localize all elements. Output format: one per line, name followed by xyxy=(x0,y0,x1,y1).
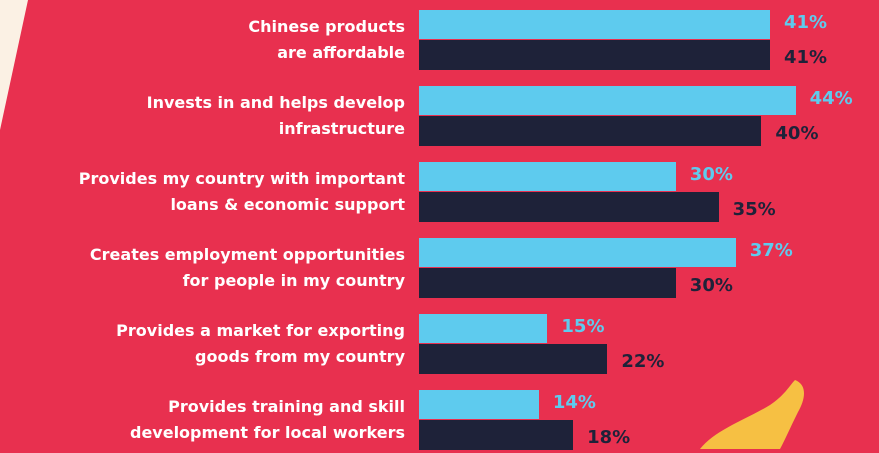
category-label: Chinese products are affordable xyxy=(248,17,405,62)
value-label: 41% xyxy=(783,12,828,33)
bar xyxy=(419,192,719,222)
bar xyxy=(419,40,770,70)
category-label: Creates employment opportunities for peo… xyxy=(89,245,405,290)
category-label: Provides my country with important loans… xyxy=(78,169,405,214)
bar xyxy=(419,162,676,191)
value-label: 41% xyxy=(783,47,828,68)
bar xyxy=(419,10,770,39)
value-label: 14% xyxy=(552,392,596,413)
category-label: Provides a market for exporting goods fr… xyxy=(116,321,405,366)
value-label: 37% xyxy=(749,240,793,261)
value-label: 18% xyxy=(587,427,631,448)
category-label: Provides training and skill development … xyxy=(129,397,405,442)
bar xyxy=(419,86,796,115)
bar xyxy=(419,268,676,298)
value-label: 30% xyxy=(689,164,733,185)
value-label: 35% xyxy=(732,199,776,220)
category-label: Invests in and helps develop infrastruct… xyxy=(146,93,405,138)
yellow-shape xyxy=(700,380,804,449)
value-label: 30% xyxy=(689,275,733,296)
bar xyxy=(419,314,548,343)
bar xyxy=(419,344,608,374)
bar xyxy=(419,420,574,450)
value-label: 40% xyxy=(775,123,819,144)
bar xyxy=(419,116,762,146)
value-label: 22% xyxy=(621,351,665,372)
cream-corner xyxy=(0,0,28,130)
bar xyxy=(419,390,539,419)
value-label: 15% xyxy=(561,316,605,337)
value-label: 44% xyxy=(809,88,853,109)
bar xyxy=(419,238,736,267)
